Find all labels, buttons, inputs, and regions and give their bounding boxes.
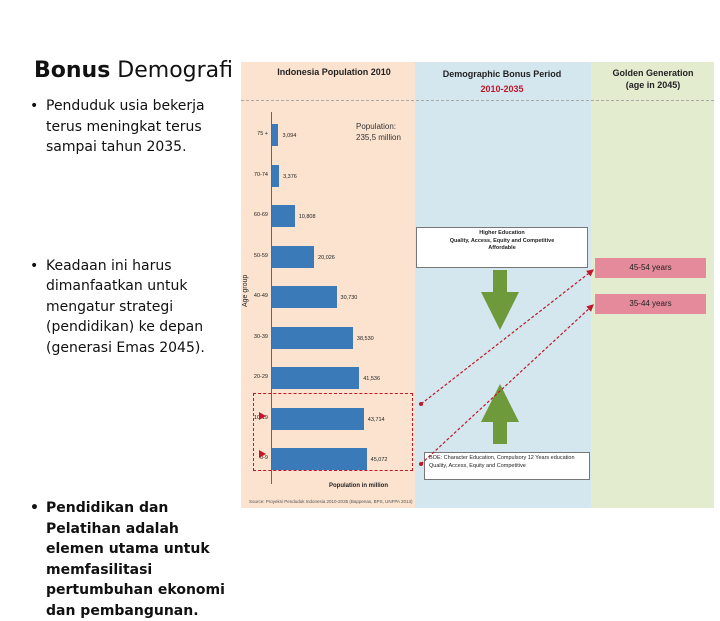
golden-tag: 45-54 years xyxy=(595,258,706,278)
arrows-overlay xyxy=(419,269,594,466)
bullet-marker: • xyxy=(30,98,39,114)
bar-value-label: 45,072 xyxy=(370,457,388,463)
population-note: Population: 235,5 million xyxy=(356,121,401,143)
bullet-text: Pendidikan dan Pelatihan adalah elemen u… xyxy=(46,500,225,619)
arrow-origin xyxy=(419,462,423,466)
bonus-years: 2010-2035 xyxy=(480,84,524,94)
bar-value-label: 30,730 xyxy=(340,295,358,301)
bullet-item: • Penduduk usia bekerja terus meningkat t… xyxy=(30,96,236,158)
source-note: Source: Proyeksi Penduduk Indonesia 2010… xyxy=(249,499,413,504)
slide-title: Bonus Demografi xyxy=(34,58,233,83)
golden-tag: 35-44 years xyxy=(595,294,706,314)
basic-education-box: BOE: Character Education, Compulsory 12 … xyxy=(424,452,590,480)
golden-subtitle: (age in 2045) xyxy=(625,80,681,90)
bullet-item: • Pendidikan dan Pelatihan adalah elemen … xyxy=(30,498,236,621)
bar-value-label: 38,530 xyxy=(356,335,374,342)
bar-category-label: 70-74 xyxy=(253,171,268,178)
golden-title: Golden Generation xyxy=(612,68,694,78)
chart-bar xyxy=(272,245,315,268)
bar-category-label: 75 + xyxy=(257,131,268,137)
bullet-item: • Keadaan ini harus dimanfaatkan untuk me… xyxy=(30,256,236,359)
golden-header: Golden Generation (age in 2045) xyxy=(603,67,703,91)
slide-title-rest: Demografi xyxy=(110,58,234,83)
bullet-list: • Penduduk usia bekerja terus meningkat t… xyxy=(30,96,236,619)
chart-bar xyxy=(272,407,364,430)
down-arrow-icon xyxy=(481,270,519,330)
higher-education-line: Affordable xyxy=(488,245,516,251)
bullet-text: Penduduk usia bekerja terus meningkat te… xyxy=(46,98,205,155)
bar-value-label: 43,714 xyxy=(367,416,385,423)
bar-category-label: 0-9 xyxy=(260,455,268,461)
x-axis-title: Population in million xyxy=(329,483,388,489)
bar-value-label: 3,376 xyxy=(283,173,297,180)
header-divider xyxy=(241,100,714,101)
higher-education-line: Quality, Access, Equity and Competitive xyxy=(449,237,555,244)
right-arrow-icon xyxy=(259,412,266,420)
bar-category-label: 50-59 xyxy=(253,252,268,259)
population-note-value: 235,5 million xyxy=(356,133,401,142)
bar-value-label: 20,026 xyxy=(318,254,335,261)
population-header: Indonesia Population 2010 xyxy=(277,67,391,77)
bar-value-label: 10,808 xyxy=(298,214,316,220)
bar-category-label: 30-39 xyxy=(253,333,268,340)
chart-bar xyxy=(272,448,367,470)
population-bar-chart: 75 + 3,094 70-74 3,376 60-69 10,808 50-59 20,02… xyxy=(254,112,404,484)
chart-bar xyxy=(272,205,295,227)
chart-bar xyxy=(272,367,360,389)
bar-category-label: 20-29 xyxy=(253,374,268,380)
bullet-marker: • xyxy=(30,500,39,516)
bullet-text: Keadaan ini harus dimanfaatkan untuk men… xyxy=(46,257,205,356)
golden-panel xyxy=(591,62,714,508)
bar-value-label: 3,094 xyxy=(282,133,297,139)
population-note-label: Population: xyxy=(356,122,397,131)
right-arrow-icon xyxy=(259,450,266,458)
demographic-infographic: Indonesia Population 2010 Demographic Bo… xyxy=(241,62,714,508)
basic-education-line: Quality, Access, Equity and Competitive xyxy=(429,462,526,469)
higher-education-box: Higher Education Quality, Access, Equity… xyxy=(416,227,588,268)
up-arrow-icon xyxy=(481,384,519,444)
population-panel xyxy=(241,62,415,508)
basic-education-line: BOE: Character Education, Compulsory 12 … xyxy=(429,455,575,461)
bullet-marker: • xyxy=(30,257,39,274)
chart-bar xyxy=(272,286,337,308)
bonus-header: Demographic Bonus Period xyxy=(442,69,562,79)
projection-arrow xyxy=(420,269,594,405)
slide-title-bold: Bonus xyxy=(34,58,111,83)
highlight-box xyxy=(253,393,413,471)
higher-education-title: Higher Education xyxy=(479,230,525,236)
chart-bar xyxy=(272,124,279,146)
bar-category-label: 40-49 xyxy=(253,293,268,299)
chart-bar xyxy=(272,326,353,349)
bar-category-label: 60-69 xyxy=(253,212,268,218)
projection-arrow xyxy=(420,304,594,465)
chart-bar xyxy=(272,164,280,187)
bar-value-label: 41,536 xyxy=(363,376,381,382)
arrow-origin xyxy=(419,402,423,406)
